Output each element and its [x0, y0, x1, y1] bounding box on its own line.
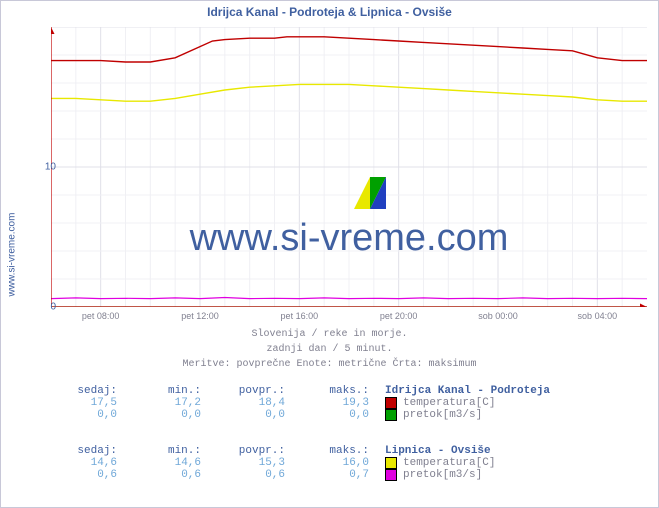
s2-temp-povpr: 15,3 [209, 457, 293, 469]
swatch-icon [385, 457, 397, 469]
xtick-label: sob 04:00 [578, 311, 618, 321]
s2-flow-label: pretok[m3/s] [403, 469, 482, 481]
s2-temp-legend: temperatura[C] [377, 457, 495, 469]
xtick-label: sob 00:00 [478, 311, 518, 321]
subtitle-block: Slovenija / reke in morje. zadnji dan / … [1, 327, 658, 372]
s2-flow-min: 0,6 [125, 469, 209, 481]
s1-temp-sedaj: 17,5 [41, 397, 125, 409]
s1-flow-maks: 0,0 [293, 409, 377, 421]
s1-temp-min: 17,2 [125, 397, 209, 409]
s1-flow-label: pretok[m3/s] [403, 409, 482, 421]
subtitle-line3: Meritve: povprečne Enote: metrične Črta:… [1, 357, 658, 372]
hdr-maks: maks.: [293, 385, 377, 397]
site-label-text: www.si-vreme.com [7, 212, 18, 296]
s1-temp-label: temperatura[C] [403, 397, 495, 409]
xtick-label: pet 20:00 [380, 311, 418, 321]
s2-temp-maks: 16,0 [293, 457, 377, 469]
swatch-icon [385, 469, 397, 481]
s1-flow-legend: pretok[m3/s] [377, 409, 482, 421]
s2-temp-min: 14,6 [125, 457, 209, 469]
s1-temp-legend: temperatura[C] [377, 397, 495, 409]
chart-title: Idrijca Kanal - Podroteja & Lipnica - Ov… [1, 5, 658, 19]
chart-container: www.si-vreme.com Idrijca Kanal - Podrote… [0, 0, 659, 508]
plot-area: www.si-vreme.com [51, 27, 647, 307]
swatch-icon [385, 409, 397, 421]
hdr-povpr: povpr.: [209, 445, 293, 457]
ytick-label: 10 [45, 162, 56, 173]
series1-name: Idrijca Kanal - Podroteja [377, 385, 550, 397]
s1-flow-povpr: 0,0 [209, 409, 293, 421]
hdr-povpr: povpr.: [209, 385, 293, 397]
subtitle-line2: zadnji dan / 5 minut. [1, 342, 658, 357]
s1-temp-povpr: 18,4 [209, 397, 293, 409]
stats-block-1: sedaj: min.: povpr.: maks.: Idrijca Kana… [41, 385, 550, 421]
hdr-min: min.: [125, 385, 209, 397]
s1-flow-min: 0,0 [125, 409, 209, 421]
s2-flow-legend: pretok[m3/s] [377, 469, 482, 481]
hdr-min: min.: [125, 445, 209, 457]
hdr-sedaj: sedaj: [41, 385, 125, 397]
s2-flow-povpr: 0,6 [209, 469, 293, 481]
s1-flow-sedaj: 0,0 [41, 409, 125, 421]
series2-name: Lipnica - Ovsiše [377, 445, 491, 457]
s2-temp-label: temperatura[C] [403, 457, 495, 469]
s2-temp-sedaj: 14,6 [41, 457, 125, 469]
hdr-sedaj: sedaj: [41, 445, 125, 457]
ytick-label: 0 [50, 302, 56, 313]
watermark-logo [354, 177, 386, 209]
stats-block-2: sedaj: min.: povpr.: maks.: Lipnica - Ov… [41, 445, 495, 481]
hdr-maks: maks.: [293, 445, 377, 457]
xtick-label: pet 08:00 [82, 311, 120, 321]
chart-svg [51, 27, 647, 307]
s1-temp-maks: 19,3 [293, 397, 377, 409]
xtick-label: pet 16:00 [281, 311, 319, 321]
s2-flow-sedaj: 0,6 [41, 469, 125, 481]
subtitle-line1: Slovenija / reke in morje. [1, 327, 658, 342]
xtick-label: pet 12:00 [181, 311, 219, 321]
s2-flow-maks: 0,7 [293, 469, 377, 481]
site-label-vertical: www.si-vreme.com [3, 1, 21, 507]
swatch-icon [385, 397, 397, 409]
